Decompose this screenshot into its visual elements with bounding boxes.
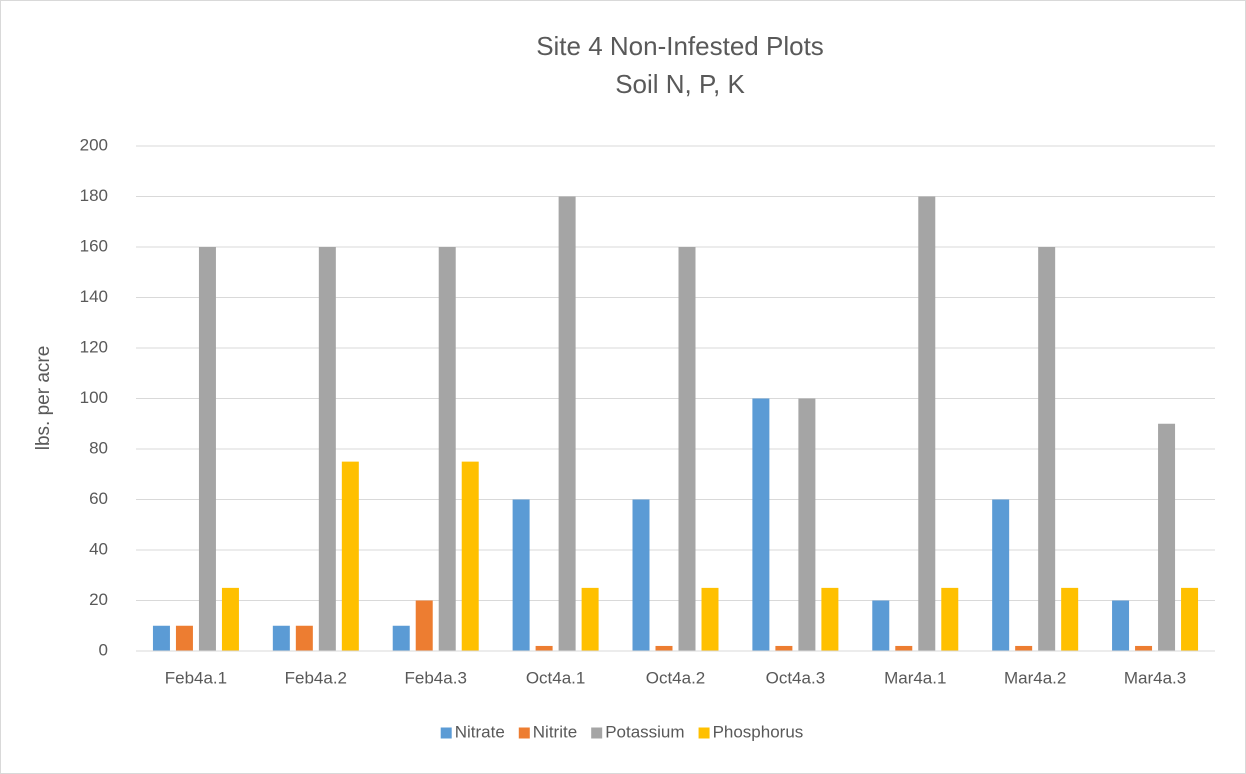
bar — [198, 247, 216, 651]
bar — [272, 625, 290, 651]
bar — [752, 398, 770, 651]
bar — [798, 398, 816, 651]
y-tick-label: 120 — [80, 337, 108, 356]
y-tick-label: 180 — [80, 186, 108, 205]
bar — [992, 499, 1010, 651]
legend-swatch — [698, 727, 710, 739]
bar — [415, 600, 433, 651]
y-tick-label: 40 — [89, 539, 108, 558]
bar — [872, 600, 890, 651]
bar — [678, 247, 696, 651]
bar — [581, 587, 599, 651]
x-tick-label: Mar4a.3 — [1124, 668, 1186, 687]
bar — [701, 587, 719, 651]
bar — [392, 625, 410, 651]
bar — [1158, 423, 1176, 651]
x-tick-label: Feb4a.1 — [165, 668, 227, 687]
bar — [918, 196, 936, 651]
bar — [295, 625, 313, 651]
bar — [821, 587, 839, 651]
bar — [655, 645, 673, 651]
legend-swatch — [440, 727, 452, 739]
bar — [535, 645, 553, 651]
x-tick-label: Oct4a.2 — [646, 668, 706, 687]
bar — [1112, 600, 1130, 651]
bar — [1181, 587, 1199, 651]
y-tick-label: 20 — [89, 590, 108, 609]
bar — [1015, 645, 1033, 651]
bar — [341, 461, 359, 651]
x-tick-label: Mar4a.2 — [1004, 668, 1066, 687]
bar — [512, 499, 530, 651]
bar — [175, 625, 193, 651]
legend-label: Phosphorus — [713, 722, 804, 741]
x-tick-label: Mar4a.1 — [884, 668, 946, 687]
bar — [895, 645, 913, 651]
x-tick-label: Oct4a.1 — [526, 668, 586, 687]
bar — [1038, 247, 1056, 651]
y-tick-label: 100 — [80, 388, 108, 407]
legend-label: Nitrate — [455, 722, 505, 741]
y-axis-label: lbs. per acre — [33, 346, 54, 451]
bar — [221, 587, 239, 651]
legend-label: Nitrite — [533, 722, 577, 741]
y-tick-label: 160 — [80, 236, 108, 255]
y-tick-label: 200 — [80, 135, 108, 154]
y-tick-label: 60 — [89, 489, 108, 508]
legend-swatch — [518, 727, 530, 739]
bar — [632, 499, 650, 651]
legend-label: Potassium — [605, 722, 684, 741]
chart-title: Site 4 Non-Infested Plots — [536, 31, 824, 61]
bar — [1061, 587, 1079, 651]
legend-swatch — [591, 727, 603, 739]
y-tick-label: 80 — [89, 438, 108, 457]
chart-subtitle: Soil N, P, K — [615, 69, 745, 99]
bar — [152, 625, 170, 651]
bar — [941, 587, 959, 651]
bar — [558, 196, 576, 651]
bar — [318, 247, 336, 651]
bar — [775, 645, 793, 651]
y-tick-label: 140 — [80, 287, 108, 306]
bar — [461, 461, 479, 651]
x-tick-label: Feb4a.3 — [405, 668, 467, 687]
bar — [438, 247, 456, 651]
y-tick-label: 0 — [99, 640, 108, 659]
x-tick-label: Oct4a.3 — [766, 668, 826, 687]
bar — [1135, 645, 1153, 651]
x-tick-label: Feb4a.2 — [285, 668, 347, 687]
